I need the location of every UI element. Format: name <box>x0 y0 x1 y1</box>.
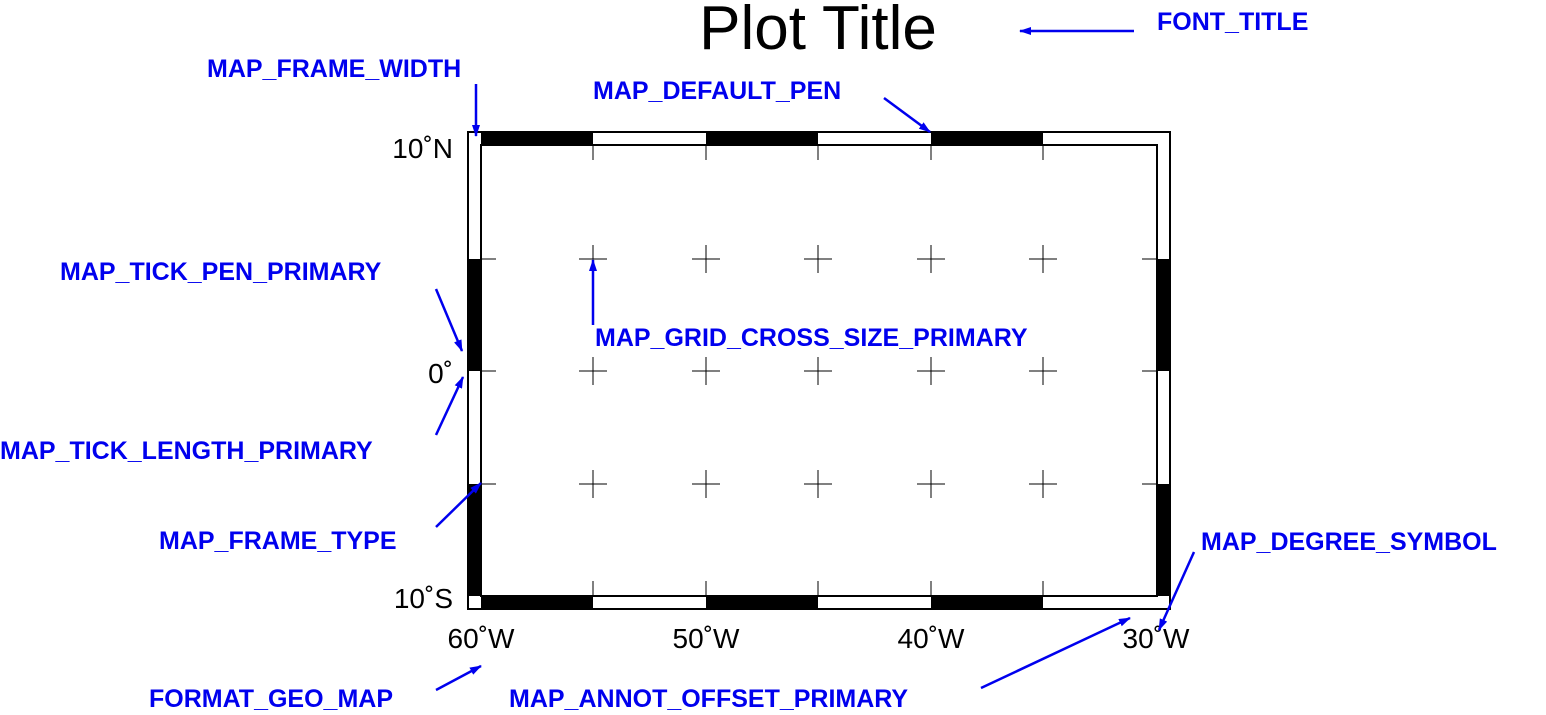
frame-checker-right <box>1157 484 1170 596</box>
label-map-default-pen: MAP_DEFAULT_PEN <box>593 77 841 105</box>
arrow-map-tick-length-primary <box>434 376 465 436</box>
frame-checker-top <box>706 132 818 145</box>
arrow-map-annot-offset-primary <box>980 616 1131 690</box>
label-map-frame-width: MAP_FRAME_WIDTH <box>207 55 461 83</box>
arrow-map-tick-pen-primary <box>434 288 464 352</box>
lat-label-0: 0˚ <box>428 358 453 389</box>
frame-checker-left <box>468 259 481 371</box>
frame-checker-right <box>1157 259 1170 371</box>
lat-label-10n: 10˚N <box>392 133 453 164</box>
label-map-degree-symbol: MAP_DEGREE_SYMBOL <box>1201 528 1497 556</box>
label-font-title: FONT_TITLE <box>1157 8 1308 36</box>
label-map-tick-pen-primary: MAP_TICK_PEN_PRIMARY <box>60 258 382 286</box>
label-map-tick-length-primary: MAP_TICK_LENGTH_PRIMARY <box>0 437 373 465</box>
label-map-frame-type: MAP_FRAME_TYPE <box>159 527 397 555</box>
frame-checker-top <box>481 132 593 145</box>
label-map-annot-offset-primary: MAP_ANNOT_OFFSET_PRIMARY <box>509 685 908 713</box>
lon-label-50w: 50˚W <box>673 623 740 654</box>
frame-checker-bottom <box>481 596 593 609</box>
parameter-labels: FONT_TITLE MAP_FRAME_WIDTH MAP_DEFAULT_P… <box>0 8 1497 713</box>
arrow-map-degree-symbol <box>1157 551 1196 631</box>
label-format-geo-map: FORMAT_GEO_MAP <box>149 685 393 713</box>
longitude-annotations: 60˚W 50˚W 40˚W 30˚W <box>448 623 1190 654</box>
lon-label-40w: 40˚W <box>898 623 965 654</box>
frame-checker-bottom <box>931 596 1043 609</box>
frame-checker-bottom <box>706 596 818 609</box>
arrow-format-geo-map <box>435 664 482 692</box>
frame-ticks <box>481 145 1157 596</box>
lon-label-30w: 30˚W <box>1123 623 1190 654</box>
arrow-map-frame-type <box>435 482 482 528</box>
grid-crosses <box>579 245 1057 498</box>
pointer-arrows <box>434 27 1196 692</box>
frame-checker-left <box>468 484 481 596</box>
latitude-annotations: 10˚N 0˚ 10˚S <box>392 133 453 614</box>
frame-checkers <box>468 132 1170 609</box>
label-map-grid-cross-size-primary: MAP_GRID_CROSS_SIZE_PRIMARY <box>595 324 1028 352</box>
arrow-map-default-pen <box>883 96 931 134</box>
lon-label-60w: 60˚W <box>448 623 515 654</box>
plot-title: Plot Title <box>699 0 937 63</box>
frame-checker-top <box>931 132 1043 145</box>
lat-label-10s: 10˚S <box>394 583 453 614</box>
